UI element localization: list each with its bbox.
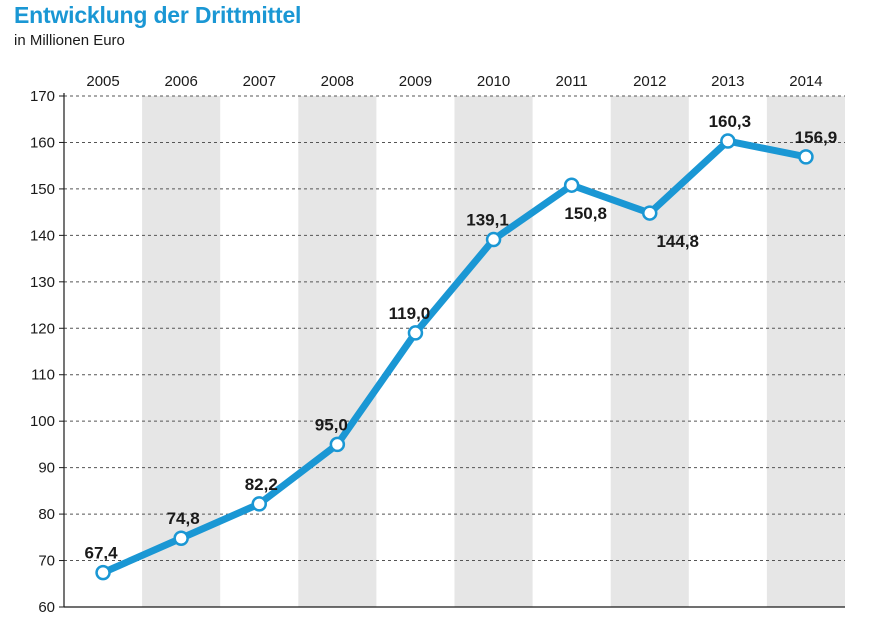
- x-tick-label: 2011: [556, 73, 588, 90]
- y-tick-label: 110: [31, 367, 55, 384]
- y-tick-label: 60: [38, 599, 55, 616]
- x-tick-label: 2006: [164, 73, 197, 90]
- x-tick-label: 2014: [789, 73, 822, 90]
- data-label: 119,0: [389, 304, 431, 323]
- y-tick-label: 170: [30, 88, 55, 105]
- y-tick-label: 120: [30, 320, 55, 337]
- data-label: 67,4: [85, 544, 119, 563]
- y-tick-label: 70: [38, 553, 55, 570]
- year-band-2014: [766, 96, 845, 607]
- year-band-2010: [454, 96, 533, 607]
- data-point-2005: [95, 564, 111, 581]
- data-point-2009: [407, 325, 424, 341]
- x-tick-label: 2013: [711, 73, 744, 90]
- y-tick-label: 80: [38, 506, 55, 523]
- data-point-2014: [798, 149, 814, 165]
- y-tick-label: 140: [30, 227, 55, 244]
- data-point-2006: [173, 530, 189, 546]
- year-band-2006: [142, 96, 221, 607]
- data-point-2012: [642, 205, 658, 221]
- y-tick-label: 160: [30, 134, 55, 151]
- data-label: 82,2: [245, 475, 278, 494]
- data-label: 74,8: [167, 509, 200, 528]
- x-tick-label: 2009: [399, 73, 432, 90]
- year-band-2008: [298, 96, 377, 607]
- y-tick-label: 150: [30, 181, 55, 198]
- data-label: 144,8: [656, 232, 699, 251]
- data-point-2013: [720, 133, 736, 149]
- data-point-2007: [251, 496, 267, 512]
- data-label: 160,3: [709, 112, 752, 131]
- data-point-2008: [329, 436, 346, 453]
- data-point-2011: [563, 177, 580, 193]
- data-label: 156,9: [795, 128, 838, 147]
- series-line: [99, 137, 810, 577]
- y-tick-label: 90: [38, 460, 55, 477]
- chart-title: Entwicklung der Drittmittel: [14, 2, 302, 28]
- y-tick-label: 130: [30, 274, 55, 291]
- chart-subtitle: in Millionen Euro: [14, 32, 125, 49]
- data-label: 150,8: [564, 204, 607, 223]
- x-tick-label: 2008: [321, 73, 354, 90]
- x-tick-label: 2007: [243, 73, 276, 90]
- data-label: 139,1: [466, 211, 509, 230]
- x-tick-label: 2005: [86, 73, 119, 90]
- x-tick-label: 2012: [633, 73, 666, 90]
- year-band-2012: [610, 96, 689, 607]
- y-tick-label: 100: [30, 413, 55, 430]
- data-point-2010: [485, 231, 502, 248]
- data-label: 95,0: [315, 415, 348, 434]
- x-tick-label: 2010: [477, 73, 510, 90]
